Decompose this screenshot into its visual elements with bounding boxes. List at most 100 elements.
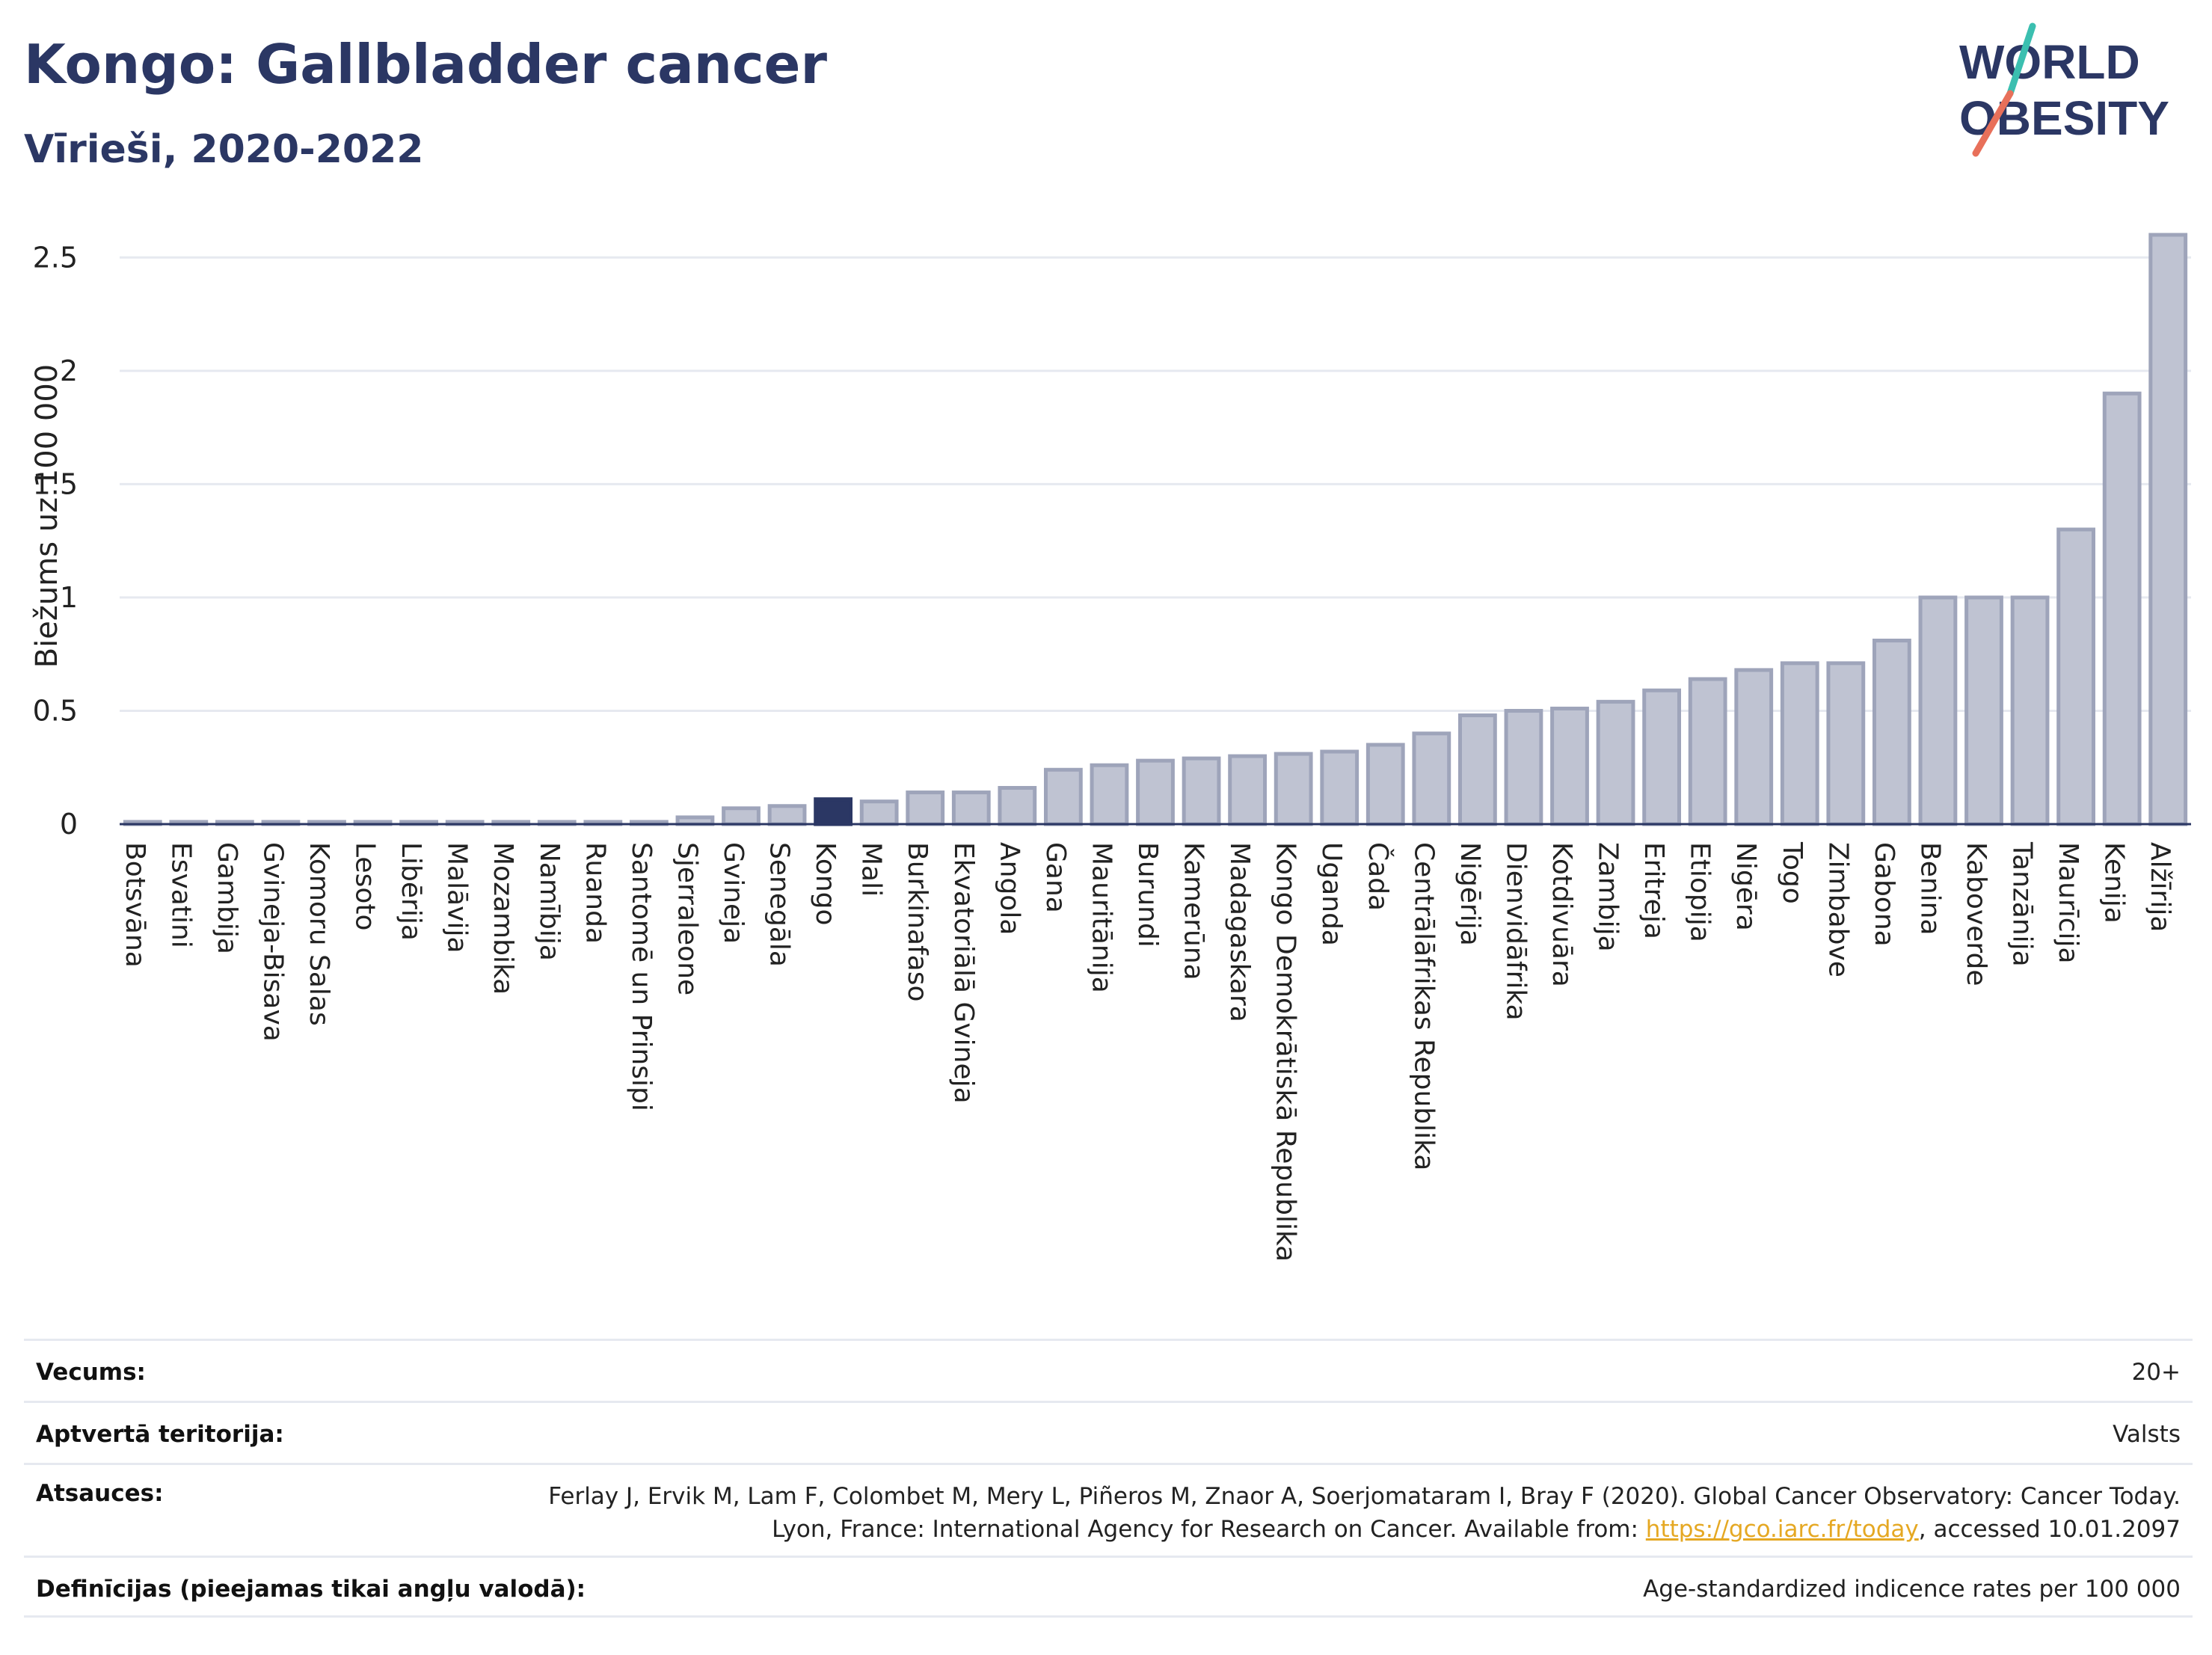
y-axis-label: Biežums uz 100 000 — [30, 364, 64, 669]
bar — [1043, 767, 1083, 826]
x-tick-label: Centrālāfrikas Republika — [1408, 842, 1439, 1170]
bar — [1780, 661, 1819, 826]
territory-label: Aptvertā teritorija: — [36, 1421, 284, 1448]
bar — [1688, 677, 1727, 826]
bar — [722, 806, 761, 826]
x-tick-label: Namībija — [534, 842, 565, 961]
x-tick-label: Gambija — [212, 842, 242, 954]
bar — [998, 786, 1037, 826]
x-tick-label: Kenija — [2099, 842, 2130, 924]
x-tick-label: Burkinafaso — [902, 842, 933, 1002]
x-tick-label: Burundi — [1132, 842, 1163, 948]
references-link[interactable]: https://gco.iarc.fr/today — [1645, 1516, 1919, 1543]
bar — [1228, 754, 1268, 826]
x-tick-label: Komoru Salas — [304, 842, 334, 1026]
x-tick-label: Uganda — [1316, 842, 1347, 946]
bar — [1090, 763, 1129, 826]
y-tick-label: 0.5 — [33, 694, 78, 727]
bar — [2056, 527, 2096, 826]
x-tick-label: Benina — [1914, 842, 1945, 936]
x-tick-label: Mauritānija — [1086, 842, 1116, 993]
x-tick-label: Lesoto — [350, 842, 381, 931]
x-tick-label: Senegāla — [764, 842, 795, 967]
y-tick-label: 1.5 — [33, 467, 78, 500]
y-tick-label: 2 — [60, 354, 78, 387]
logo-slash-teal — [2006, 22, 2036, 97]
bar — [1412, 731, 1451, 826]
bar — [1596, 699, 1635, 826]
x-tick-label: Tanzānija — [2007, 841, 2038, 967]
bar — [1182, 756, 1221, 826]
bar — [2010, 595, 2050, 826]
references-text-2: , accessed 10.01.2097 — [1918, 1516, 2181, 1543]
bar — [1550, 706, 1589, 826]
logo-line1: WORLD — [1959, 35, 2140, 89]
definitions-label: Definīcijas (pieejamas tikai angļu valod… — [36, 1576, 586, 1603]
x-tick-label: Madagaskara — [1224, 842, 1255, 1022]
info-row-age: Vecums: 20+ — [24, 1339, 2193, 1401]
bar — [1918, 595, 1958, 826]
x-tick-label: Nigērija — [1454, 842, 1485, 946]
x-tick-label: Togo — [1777, 841, 1807, 904]
x-tick-label: Gabona — [1869, 842, 1899, 947]
x-tick-label: Santomē un Prinsipi — [626, 842, 657, 1111]
x-tick-label: Gvineja — [718, 842, 749, 944]
x-axis-ticks: Botsvāna Esvatini Gambija Gvineja-Bisava Kom… — [120, 841, 2175, 1262]
bar — [1320, 749, 1360, 826]
y-tick-label: 1 — [60, 581, 78, 614]
x-tick-label: Dienvidāfrika — [1500, 842, 1531, 1021]
chart-title: Kongo: Gallbladder cancer — [24, 33, 827, 96]
definitions-value: Age-standardized indicence rates per 100… — [1643, 1576, 2181, 1603]
chart-bars — [123, 233, 2188, 826]
bar — [1642, 688, 1682, 826]
x-tick-label: Kaboverde — [1961, 842, 1991, 986]
x-tick-label: Kongo — [810, 842, 841, 926]
bar — [1964, 595, 2003, 826]
world-obesity-logo: WORLD OBESITY — [1959, 22, 2169, 157]
bar — [859, 799, 899, 826]
x-tick-label: Kotdivuāra — [1546, 842, 1577, 987]
bar — [1136, 758, 1175, 826]
references-text-1: Ferlay J, Ervik M, Lam F, Colombet M, Me… — [548, 1483, 2181, 1543]
y-tick-label: 2.5 — [33, 241, 78, 274]
bar — [951, 790, 991, 826]
info-row-definitions: Definīcijas (pieejamas tikai angļu valod… — [24, 1556, 2193, 1618]
x-tick-label: Kongo Demokrātiskā Republika — [1271, 842, 1301, 1262]
bar-highlight — [814, 797, 853, 826]
bar — [1457, 713, 1497, 826]
bar — [906, 790, 945, 826]
chart-subtitle: Vīrieši, 2020-2022 — [24, 127, 424, 172]
bar — [1826, 661, 1866, 826]
x-tick-label: Eritreja — [1638, 842, 1669, 939]
bar — [1504, 708, 1543, 826]
x-tick-label: Gana — [1040, 842, 1071, 913]
logo-slash-coral — [1972, 90, 2014, 157]
x-tick-label: Angola — [994, 842, 1024, 935]
bar — [1734, 668, 1774, 826]
x-tick-label: Etiopija — [1685, 842, 1715, 942]
bar — [767, 804, 807, 826]
references-value: Ferlay J, Ervik M, Lam F, Colombet M, Me… — [535, 1480, 2181, 1546]
age-label: Vecums: — [36, 1359, 146, 1386]
info-table: Vecums: 20+ Aptvertā teritorija: Valsts … — [24, 1339, 2193, 1618]
bar — [2148, 233, 2188, 826]
bar — [2102, 391, 2142, 826]
x-tick-label: Ruanda — [580, 842, 610, 944]
x-tick-label: Botsvāna — [120, 842, 150, 968]
x-tick-label: Čada — [1362, 842, 1394, 911]
bar — [1365, 743, 1405, 826]
info-row-territory: Aptvertā teritorija: Valsts — [24, 1401, 2193, 1463]
bar-chart: 0 0.5 1 1.5 2 2.5 Botsvāna Esvatini Gambija Gvin… — [30, 233, 2191, 1262]
y-axis-ticks: 0 0.5 1 1.5 2 2.5 — [33, 241, 78, 841]
x-tick-label: Alžīrija — [2145, 842, 2175, 932]
x-tick-label: Ekvatoriālā Gvineja — [948, 842, 979, 1104]
x-tick-label: Esvatini — [165, 842, 196, 948]
x-tick-label: Kamerūna — [1179, 842, 1209, 980]
x-tick-label: Sjerraleone — [672, 842, 702, 995]
bar — [1274, 752, 1313, 826]
x-tick-label: Malāvija — [442, 842, 473, 954]
x-tick-label: Mali — [856, 842, 887, 897]
x-tick-label: Maurīcija — [2053, 842, 2083, 964]
x-tick-label: Mozambika — [488, 842, 518, 995]
x-tick-label: Zimbabve — [1822, 842, 1853, 977]
